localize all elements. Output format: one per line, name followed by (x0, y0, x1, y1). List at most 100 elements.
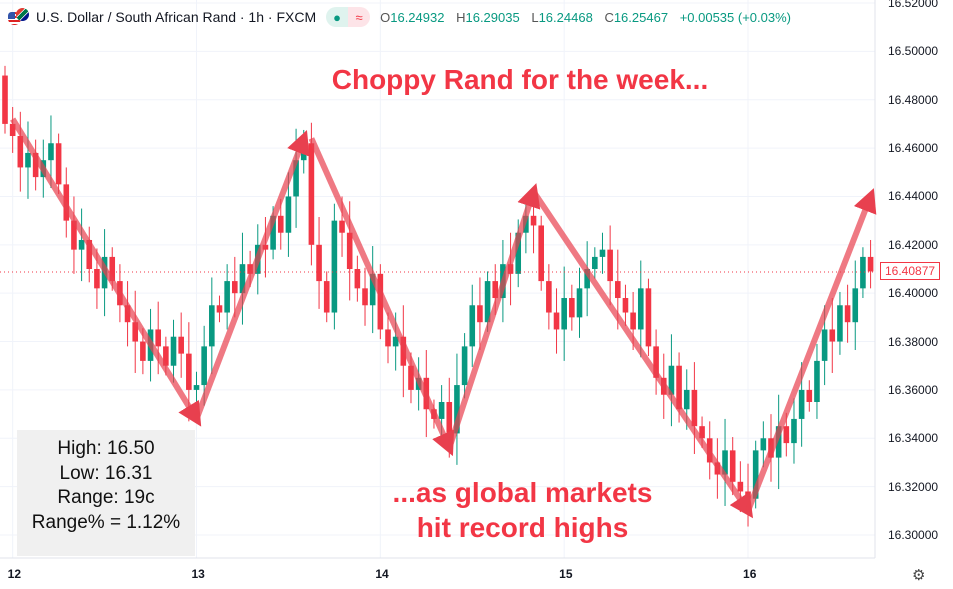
candle-body (71, 220, 77, 250)
candle-body (645, 288, 652, 347)
x-tick-label: 14 (375, 567, 389, 581)
candle-body (546, 281, 552, 313)
candle-body (798, 389, 805, 419)
candle-body (132, 322, 139, 342)
y-tick-label: 16.36000 (888, 382, 939, 397)
y-tick-label: 16.32000 (888, 479, 939, 494)
candle-body (86, 239, 93, 269)
candle-body (676, 365, 682, 410)
candle-body (691, 389, 698, 427)
candle-body (285, 196, 292, 233)
candle-body (17, 136, 24, 168)
candle-body (821, 329, 828, 361)
trend-arrow (745, 188, 877, 512)
trend-arrow (446, 183, 541, 449)
candle-body (109, 256, 116, 282)
candle-body (331, 220, 338, 313)
candle-body (2, 75, 8, 124)
candle-body (592, 256, 598, 269)
candle-body (607, 249, 613, 282)
candle-body (239, 264, 246, 294)
y-tick-label: 16.30000 (888, 528, 939, 542)
candle-body (454, 385, 460, 434)
candle-body (408, 365, 414, 390)
stats-high: High: 16.50 (57, 438, 155, 459)
candle-body (683, 389, 690, 410)
candle-body (170, 336, 177, 366)
annotation-bottom: ...as global markets hit record highs (300, 475, 745, 545)
candle-body (484, 281, 491, 323)
candle-body (55, 143, 62, 185)
candle-body (806, 389, 813, 402)
annotation-bottom-line-2: hit record highs (416, 512, 629, 543)
y-tick-label: 16.50000 (888, 44, 939, 59)
candle-body (553, 312, 560, 330)
candle-body (584, 269, 590, 289)
x-tick-label: 16 (743, 567, 757, 581)
candle-body (722, 450, 728, 475)
candle-body (270, 215, 276, 250)
candle-body (346, 232, 353, 269)
candle-body (140, 341, 146, 361)
y-tick-label: 16.44000 (888, 189, 939, 204)
candle-body (385, 329, 391, 347)
wave-icon: ≈ (348, 7, 371, 27)
candle-body (293, 160, 299, 197)
candle-body (760, 438, 767, 451)
candle-body (446, 402, 453, 434)
candle-body (814, 360, 820, 402)
y-tick-label: 16.52000 (888, 0, 939, 10)
trend-arrow (308, 137, 455, 457)
settings-gear-icon[interactable]: ⚙ (912, 567, 926, 584)
candle-body (193, 385, 200, 390)
candle-body (737, 481, 744, 492)
candle-body (837, 305, 843, 342)
x-tick-label: 15 (559, 567, 573, 581)
candle-body (124, 305, 131, 323)
stats-box: High: 16.50 Low: 16.31 Range: 19c Range%… (17, 430, 195, 556)
candle-body (615, 281, 621, 299)
high-value: 16.29035 (465, 9, 520, 25)
candle-body (48, 143, 54, 161)
ohlc-values: O16.24932 H16.29035 L16.24468 C16.25467 … (380, 9, 791, 25)
last-price-label: 16.40877 (880, 262, 941, 280)
candle-body (622, 298, 629, 313)
candle-body (561, 298, 567, 330)
market-status-pill[interactable]: ● ≈ (326, 7, 371, 27)
candle-body (209, 305, 215, 347)
candle-body (377, 273, 384, 330)
stats-low: Low: 16.31 (59, 462, 153, 484)
y-tick-label: 16.34000 (888, 431, 939, 446)
candle-body (461, 346, 468, 386)
candle-body (9, 123, 16, 136)
candle-body (354, 269, 361, 289)
candle-body (852, 288, 859, 323)
candle-body (316, 244, 322, 282)
candle-body (576, 288, 583, 318)
candle-body (277, 215, 284, 233)
candle-body (538, 225, 544, 282)
candle-body (668, 365, 675, 395)
candle-body (247, 264, 253, 274)
candle-body (163, 346, 169, 366)
candle-body (362, 288, 368, 306)
market-open-dot-icon: ● (326, 7, 349, 27)
candle-body (599, 249, 606, 257)
candle-body (729, 450, 736, 482)
candle-body (262, 244, 269, 250)
y-tick-label: 16.40000 (888, 286, 939, 301)
symbol-title[interactable]: U.S. Dollar / South African Rand · 1h · … (36, 9, 317, 25)
candle-body (308, 143, 315, 245)
candle-body (477, 305, 483, 323)
candle-body (32, 152, 39, 178)
y-tick-label: 16.48000 (888, 92, 939, 107)
candle-body (699, 426, 705, 439)
candle-body (25, 152, 31, 168)
stats-range: Range: 19c (57, 487, 155, 508)
annotation-bottom-line-1: ...as global markets (392, 477, 653, 508)
candle-body (216, 305, 223, 313)
candle-body (201, 346, 207, 386)
y-tick-label: 16.46000 (888, 141, 939, 156)
stats-range-percent: Range% = 1.12% (31, 511, 181, 533)
candle-body (94, 269, 100, 289)
